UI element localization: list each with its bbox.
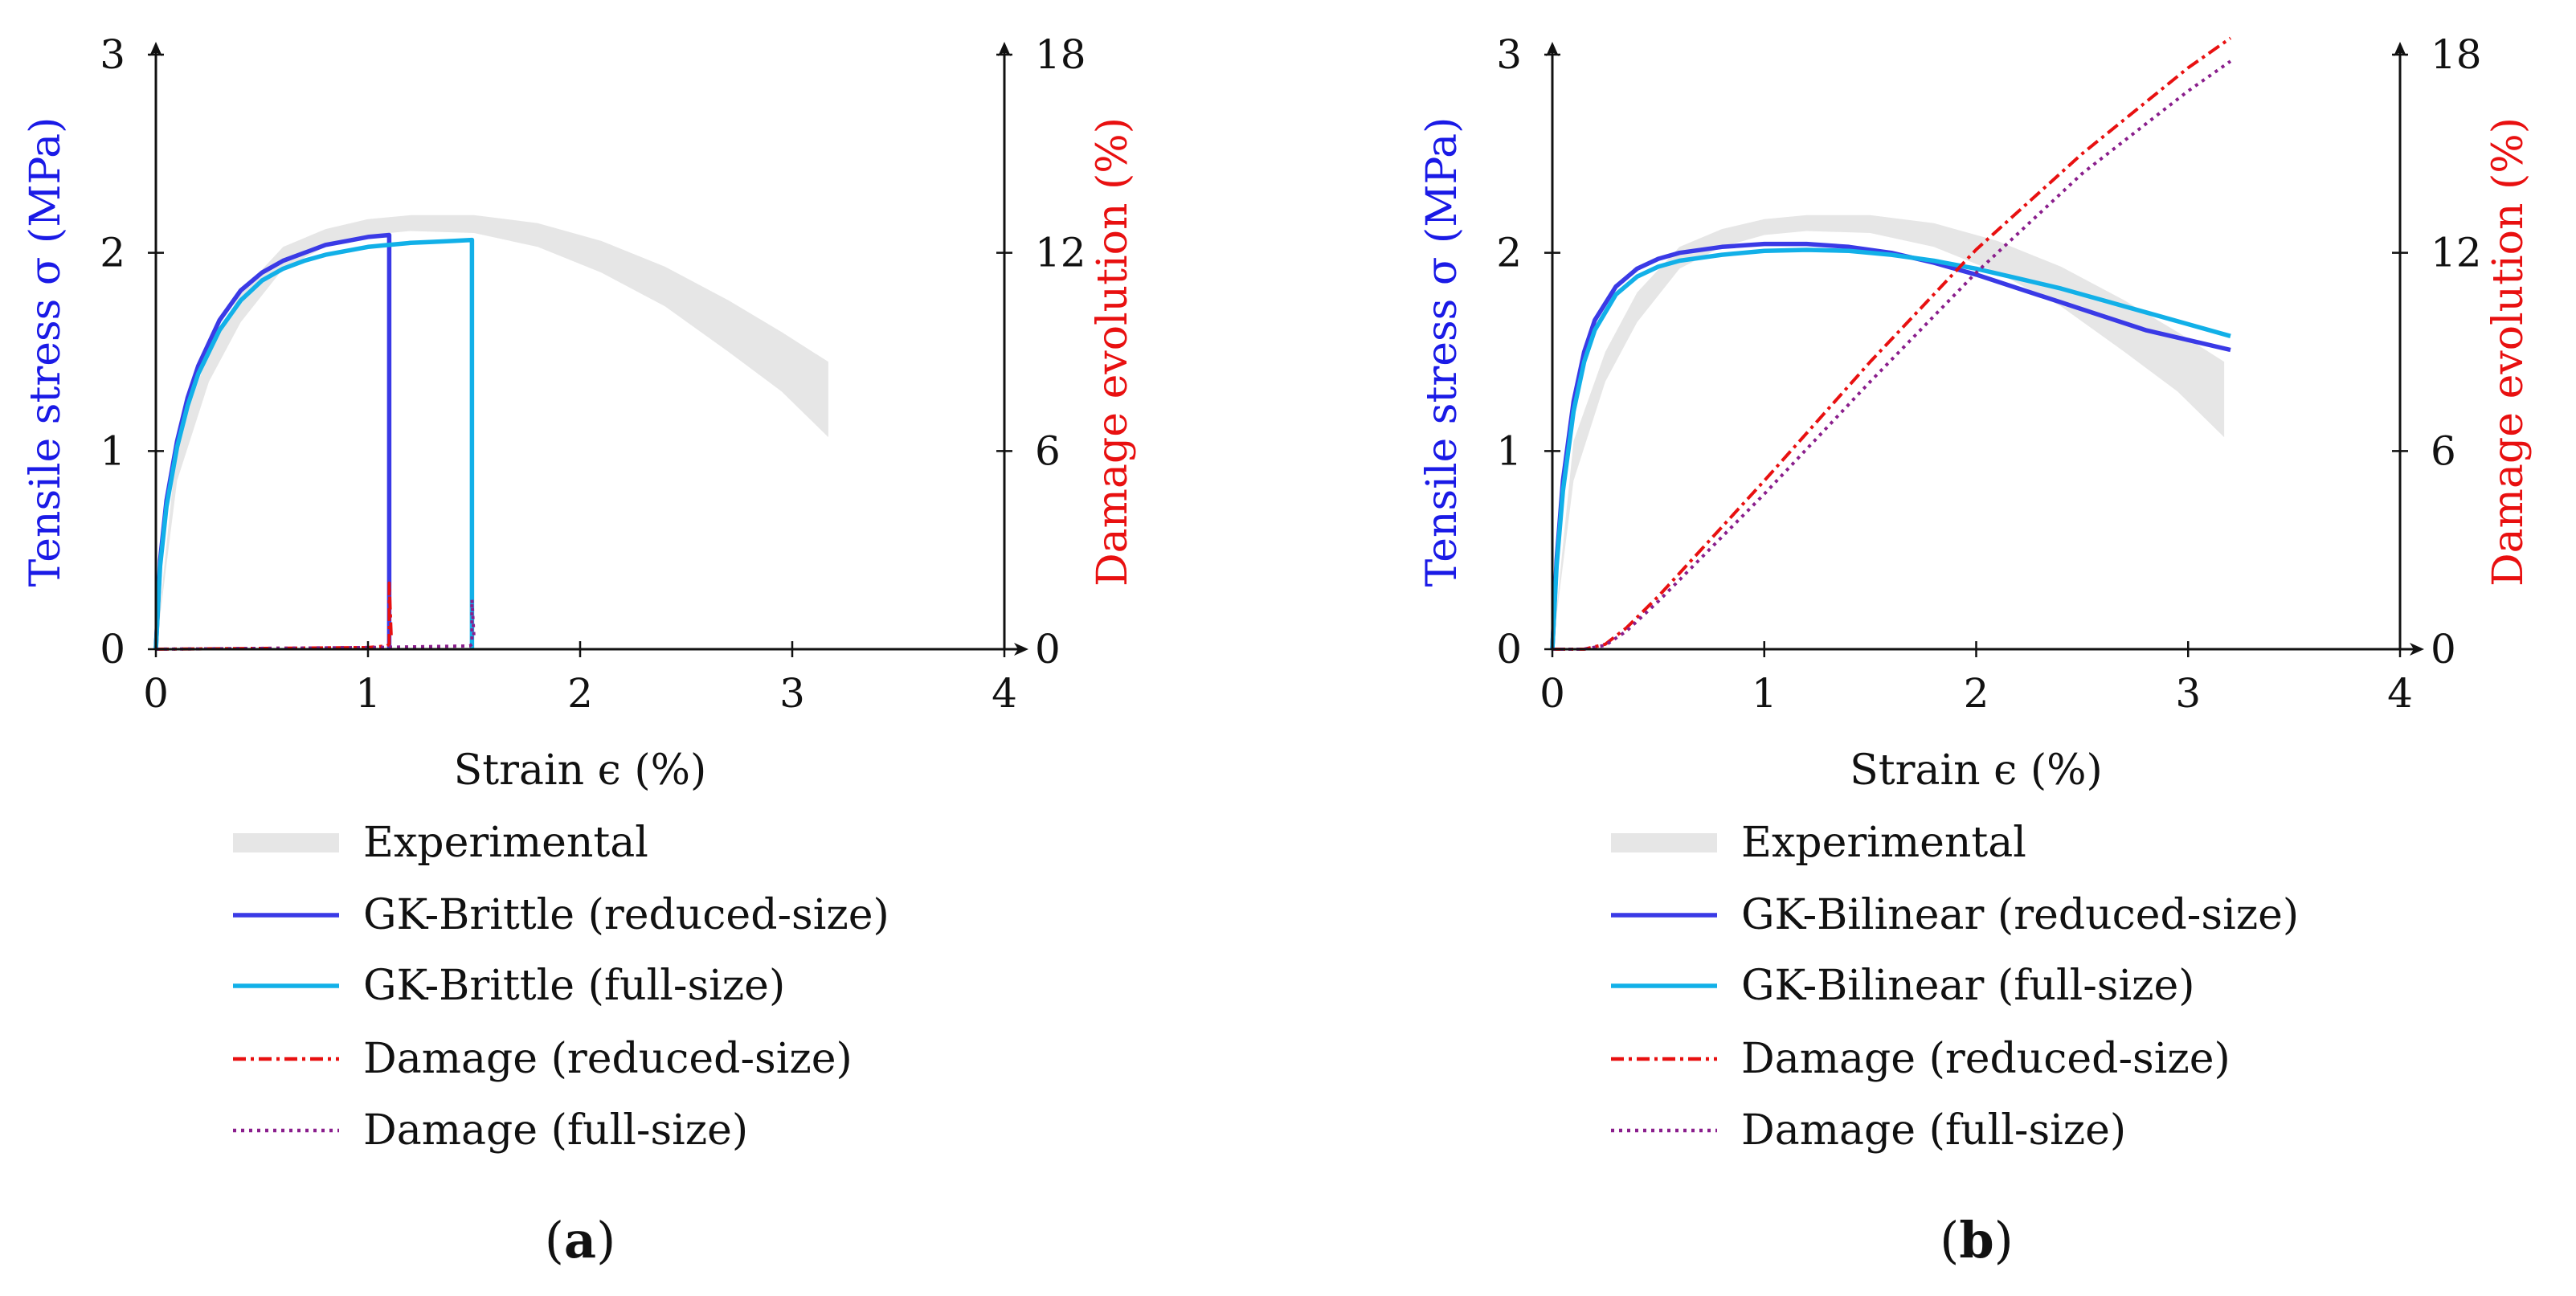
y-tick-label: 3 bbox=[1496, 31, 1522, 78]
legend-label: Damage (full-size) bbox=[363, 1106, 748, 1155]
y2-tick-label: 18 bbox=[2431, 31, 2482, 78]
x-tick-label: 4 bbox=[2387, 670, 2413, 717]
legend: Experimental GK-Brittle (reduced-size) GK-… bbox=[233, 819, 889, 1155]
caption-open-paren: ( bbox=[545, 1211, 564, 1269]
y2-tick-label: 6 bbox=[1035, 427, 1061, 474]
series-line-3 bbox=[155, 581, 393, 651]
y-tick-label: 0 bbox=[1496, 626, 1522, 673]
experimental-band bbox=[1552, 215, 2225, 649]
caption-open-paren: ( bbox=[1940, 1211, 1959, 1269]
series-line-2 bbox=[153, 237, 475, 650]
legend-label: GK-Bilinear (full-size) bbox=[1741, 962, 2195, 1010]
legend-label: Experimental bbox=[1741, 819, 2026, 867]
x-tick-label: 0 bbox=[143, 670, 169, 717]
y-axis-label: Tensile stress σ (MPa) bbox=[22, 117, 70, 587]
y-tick-label: 3 bbox=[100, 31, 125, 78]
legend-label: Damage (reduced-size) bbox=[363, 1035, 853, 1083]
x-tick-label: 1 bbox=[355, 670, 381, 717]
x-tick-label: 0 bbox=[1539, 670, 1565, 717]
series-line-2 bbox=[1550, 247, 2231, 650]
x-tick-label: 3 bbox=[779, 670, 805, 717]
experimental-band bbox=[156, 215, 828, 649]
legend: Experimental GK-Bilinear (reduced-size) GK… bbox=[1611, 819, 2299, 1155]
x-tick-label: 2 bbox=[567, 670, 593, 717]
legend-label: GK-Bilinear (reduced-size) bbox=[1741, 891, 2299, 939]
y2-tick-label: 0 bbox=[2431, 626, 2456, 673]
x-tick-label: 4 bbox=[992, 670, 1017, 717]
caption-panel-letter: b bbox=[1959, 1211, 1993, 1269]
panel-caption: (b) bbox=[1940, 1211, 2014, 1269]
x-axis-label: Strain ϵ (%) bbox=[1850, 746, 2103, 795]
legend-label: Damage (full-size) bbox=[1741, 1106, 2126, 1155]
y2-axis-label: Damage evolution (%) bbox=[2484, 117, 2533, 587]
y2-axis-arrow bbox=[2394, 42, 2406, 56]
series-line-4 bbox=[155, 598, 476, 651]
x-tick-label: 3 bbox=[2175, 670, 2201, 717]
x-axis-arrow bbox=[1014, 643, 1028, 656]
x-axis-label: Strain ϵ (%) bbox=[454, 746, 707, 795]
y-axis-arrow bbox=[1546, 42, 1559, 56]
caption-close-paren: ) bbox=[596, 1211, 615, 1269]
y2-tick-label: 12 bbox=[2431, 230, 2482, 276]
series-line-4 bbox=[1552, 59, 2232, 651]
y2-tick-label: 18 bbox=[1035, 31, 1086, 78]
y-tick-label: 2 bbox=[1496, 230, 1522, 276]
y2-tick-label: 6 bbox=[2431, 427, 2456, 474]
caption-close-paren: ) bbox=[1994, 1211, 2014, 1269]
y2-axis-label: Damage evolution (%) bbox=[1089, 117, 1137, 587]
panel-caption: (a) bbox=[545, 1211, 616, 1269]
x-tick-label: 1 bbox=[1752, 670, 1777, 717]
y2-tick-label: 0 bbox=[1035, 626, 1061, 673]
legend-label: GK-Brittle (full-size) bbox=[363, 962, 785, 1010]
x-tick-label: 2 bbox=[1964, 670, 1989, 717]
y-axis-arrow bbox=[149, 42, 162, 56]
legend-label: Damage (reduced-size) bbox=[1741, 1035, 2230, 1083]
caption-panel-letter: a bbox=[564, 1211, 596, 1269]
y-tick-label: 1 bbox=[100, 427, 125, 474]
y-tick-label: 0 bbox=[100, 626, 125, 673]
y2-tick-label: 12 bbox=[1035, 230, 1086, 276]
y-tick-label: 2 bbox=[100, 230, 125, 276]
y-axis-label: Tensile stress σ (MPa) bbox=[1418, 117, 1466, 587]
x-axis-arrow bbox=[2410, 643, 2424, 656]
y-tick-label: 1 bbox=[1496, 427, 1522, 474]
y2-axis-arrow bbox=[998, 42, 1011, 56]
series-line-1 bbox=[153, 232, 392, 650]
legend-label: Experimental bbox=[363, 819, 648, 867]
series-line-3 bbox=[1552, 36, 2232, 651]
legend-label: GK-Brittle (reduced-size) bbox=[363, 891, 889, 939]
